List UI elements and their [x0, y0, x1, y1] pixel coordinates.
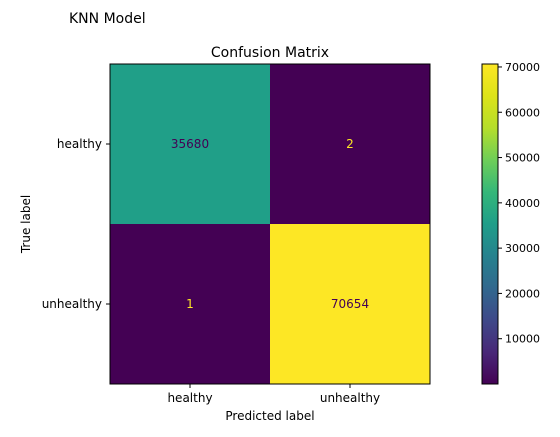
x-tick-label: unhealthy — [320, 391, 380, 405]
heatmap-cells — [110, 64, 430, 384]
heatmap-cell — [270, 224, 430, 384]
figure-title: KNN Model — [69, 11, 146, 27]
y-axis-label: True label — [19, 195, 33, 254]
cell-value-labels: 35680 2 1 70654 — [171, 137, 369, 311]
cell-value-label: 70654 — [331, 297, 369, 311]
chart-title: Confusion Matrix — [211, 45, 329, 61]
heatmap-cell — [110, 224, 270, 384]
heatmap-cell — [270, 64, 430, 224]
colorbar-tick-label: 30000 — [505, 242, 540, 255]
y-axis-ticks: healthy unhealthy — [42, 137, 110, 311]
plot-frame — [109, 63, 431, 385]
cell-value-label: 2 — [346, 137, 354, 151]
y-tick-label: healthy — [57, 137, 102, 151]
colorbar-tick-label: 70000 — [505, 61, 540, 74]
cell-value-label: 35680 — [171, 137, 209, 151]
colorbar-tick-label: 60000 — [505, 106, 540, 119]
colorbar-tick-label: 40000 — [505, 197, 540, 210]
cell-value-label: 1 — [186, 297, 194, 311]
x-tick-label: healthy — [167, 391, 212, 405]
colorbar-tick-label: 20000 — [505, 287, 540, 300]
x-axis-ticks: healthy unhealthy — [167, 384, 380, 405]
heatmap-cell — [110, 64, 270, 224]
colorbar — [481, 63, 499, 385]
colorbar-tick-label: 50000 — [505, 152, 540, 165]
y-tick-label: unhealthy — [42, 297, 102, 311]
colorbar-tick-label: 10000 — [505, 333, 540, 346]
colorbar-ticks: 10000 20000 30000 40000 50000 60000 70000 — [498, 61, 540, 346]
x-axis-label: Predicted label — [225, 409, 314, 423]
